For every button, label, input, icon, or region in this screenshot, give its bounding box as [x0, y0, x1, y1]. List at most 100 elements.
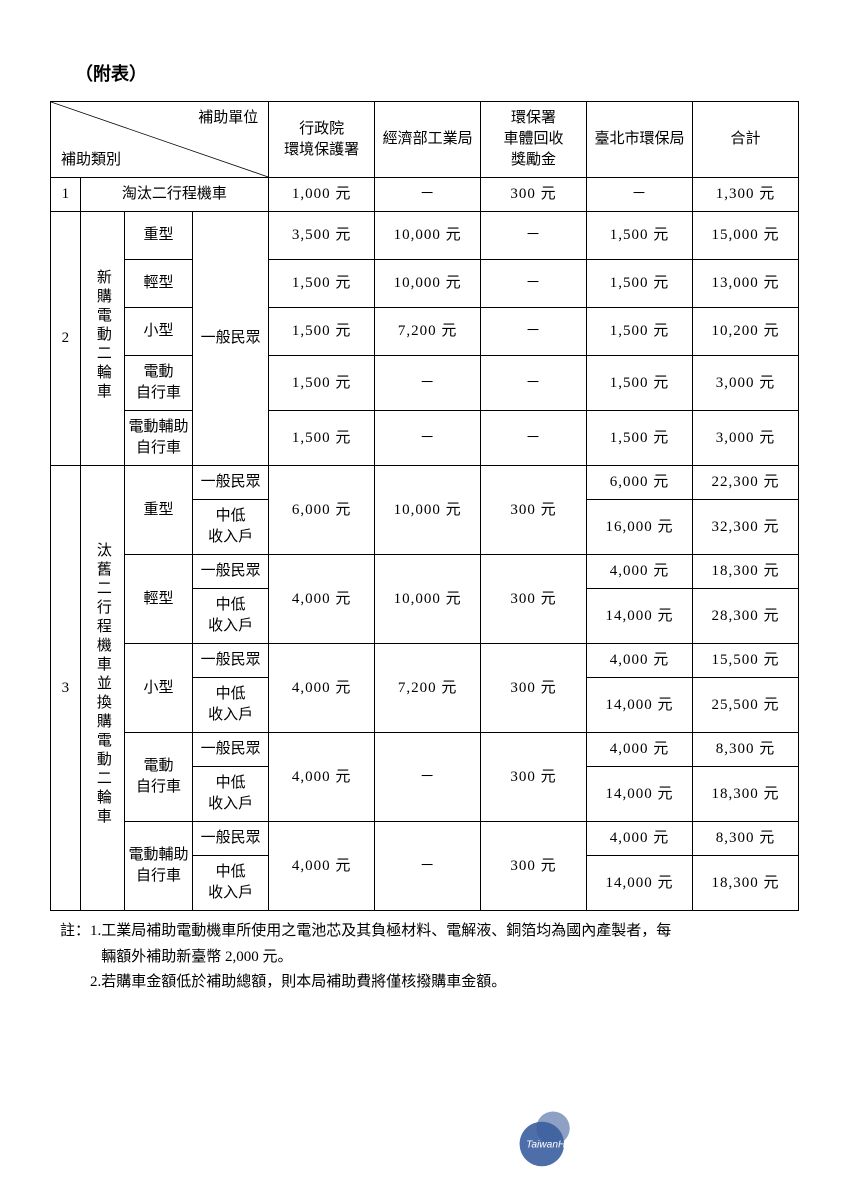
cell-value: 7,200 元	[375, 308, 481, 356]
cell-value: －	[481, 260, 587, 308]
category-label: 淘汰二行程機車	[80, 178, 269, 212]
group-label: 一般民眾	[192, 644, 268, 678]
cell-value: 4,000 元	[269, 644, 375, 733]
cell-value: 22,300 元	[692, 466, 798, 500]
group-label: 中低 收入戶	[192, 767, 268, 822]
cell-value: 1,000 元	[269, 178, 375, 212]
row-number: 2	[51, 212, 81, 466]
cell-value: 1,500 元	[269, 260, 375, 308]
type-label: 重型	[125, 466, 193, 555]
group-label: 中低 收入戶	[192, 500, 268, 555]
note-prefix: 註：	[60, 919, 90, 945]
cell-value: 1,500 元	[587, 308, 693, 356]
cell-value: 1,500 元	[269, 308, 375, 356]
cell-value: 10,200 元	[692, 308, 798, 356]
cell-value: 3,000 元	[692, 411, 798, 466]
header-unit-label: 補助單位	[198, 108, 258, 129]
note-text: 輛額外補助新臺幣 2,000 元。	[101, 945, 799, 971]
subsidy-table: 補助單位 補助類別 行政院 環境保護署 經濟部工業局 環保署 車體回收 獎勵金 …	[50, 101, 799, 911]
type-label: 輕型	[125, 260, 193, 308]
cell-value: 300 元	[481, 178, 587, 212]
cell-value: 8,300 元	[692, 733, 798, 767]
cell-value: 13,000 元	[692, 260, 798, 308]
col-header: 行政院 環境保護署	[269, 102, 375, 178]
type-label: 小型	[125, 644, 193, 733]
cell-value: 1,500 元	[587, 212, 693, 260]
cell-value: 18,300 元	[692, 856, 798, 911]
cell-value: 1,500 元	[587, 411, 693, 466]
cell-value: 4,000 元	[587, 822, 693, 856]
group-label: 中低 收入戶	[192, 856, 268, 911]
cell-value: 4,000 元	[587, 555, 693, 589]
cell-value: －	[375, 178, 481, 212]
table-row: 輕型 一般民眾 4,000 元 10,000 元 300 元 4,000 元 1…	[51, 555, 799, 589]
footnotes: 註： 1.工業局補助電動機車所使用之電池芯及其負極材料、電解液、銅箔均為國內產製…	[50, 919, 799, 996]
svg-text:TaiwanHot: TaiwanHot	[526, 1140, 575, 1151]
group-label: 一般民眾	[192, 555, 268, 589]
group-label: 一般民眾	[192, 822, 268, 856]
cell-value: 300 元	[481, 555, 587, 644]
cell-value: －	[375, 356, 481, 411]
cell-value: －	[481, 411, 587, 466]
col-header: 臺北市環保局	[587, 102, 693, 178]
cell-value: 25,500 元	[692, 678, 798, 733]
cell-value: 14,000 元	[587, 589, 693, 644]
cell-value: －	[481, 212, 587, 260]
appendix-title: （附表）	[75, 60, 799, 86]
table-row: 2 新購電動二輪車 重型 一般民眾 3,500 元 10,000 元 － 1,5…	[51, 212, 799, 260]
taiwanhot-logo: TaiwanHot	[514, 1105, 579, 1170]
cell-value: 10,000 元	[375, 466, 481, 555]
cell-value: 3,000 元	[692, 356, 798, 411]
table-row: 輕型 1,500 元 10,000 元 － 1,500 元 13,000 元	[51, 260, 799, 308]
cell-value: 14,000 元	[587, 856, 693, 911]
table-row: 3 汰舊二行程機車並換購電動二輪車 重型 一般民眾 6,000 元 10,000…	[51, 466, 799, 500]
cell-value: －	[481, 356, 587, 411]
type-label: 電動 自行車	[125, 356, 193, 411]
table-header-row: 補助單位 補助類別 行政院 環境保護署 經濟部工業局 環保署 車體回收 獎勵金 …	[51, 102, 799, 178]
group-label: 一般民眾	[192, 466, 268, 500]
cell-value: 18,300 元	[692, 555, 798, 589]
cell-value: 10,000 元	[375, 555, 481, 644]
group-label: 中低 收入戶	[192, 589, 268, 644]
cell-value: 4,000 元	[587, 644, 693, 678]
cell-value: 300 元	[481, 822, 587, 911]
cell-value: 7,200 元	[375, 644, 481, 733]
cell-value: －	[587, 178, 693, 212]
cell-value: －	[375, 822, 481, 911]
group-label: 一般民眾	[192, 733, 268, 767]
col-header: 合計	[692, 102, 798, 178]
cell-value: 1,500 元	[587, 260, 693, 308]
cell-value: 18,300 元	[692, 767, 798, 822]
cell-value: 4,000 元	[269, 555, 375, 644]
cell-value: 32,300 元	[692, 500, 798, 555]
category-label: 新購電動二輪車	[80, 212, 124, 466]
table-row: 電動 自行車 1,500 元 － － 1,500 元 3,000 元	[51, 356, 799, 411]
col-header: 經濟部工業局	[375, 102, 481, 178]
cell-value: 4,000 元	[269, 822, 375, 911]
cell-value: －	[375, 733, 481, 822]
cell-value: 300 元	[481, 644, 587, 733]
row-number: 1	[51, 178, 81, 212]
table-row: 1 淘汰二行程機車 1,000 元 － 300 元 － 1,300 元	[51, 178, 799, 212]
category-label: 汰舊二行程機車並換購電動二輪車	[80, 466, 124, 911]
cell-value: 1,500 元	[269, 356, 375, 411]
cell-value: 28,300 元	[692, 589, 798, 644]
cell-value: －	[481, 308, 587, 356]
table-row: 電動 自行車 一般民眾 4,000 元 － 300 元 4,000 元 8,30…	[51, 733, 799, 767]
cell-value: 1,300 元	[692, 178, 798, 212]
note-text: 1.工業局補助電動機車所使用之電池芯及其負極材料、電解液、銅箔均為國內產製者，每	[90, 919, 799, 945]
type-label: 電動輔助 自行車	[125, 411, 193, 466]
cell-value: 300 元	[481, 733, 587, 822]
cell-value: 10,000 元	[375, 260, 481, 308]
cell-value: 4,000 元	[587, 733, 693, 767]
type-label: 電動 自行車	[125, 733, 193, 822]
cell-value: 1,500 元	[587, 356, 693, 411]
cell-value: 15,000 元	[692, 212, 798, 260]
cell-value: －	[375, 411, 481, 466]
header-category-label: 補助類別	[61, 150, 121, 171]
table-row: 小型 一般民眾 4,000 元 7,200 元 300 元 4,000 元 15…	[51, 644, 799, 678]
cell-value: 6,000 元	[269, 466, 375, 555]
type-label: 輕型	[125, 555, 193, 644]
cell-value: 8,300 元	[692, 822, 798, 856]
group-label: 一般民眾	[192, 212, 268, 466]
